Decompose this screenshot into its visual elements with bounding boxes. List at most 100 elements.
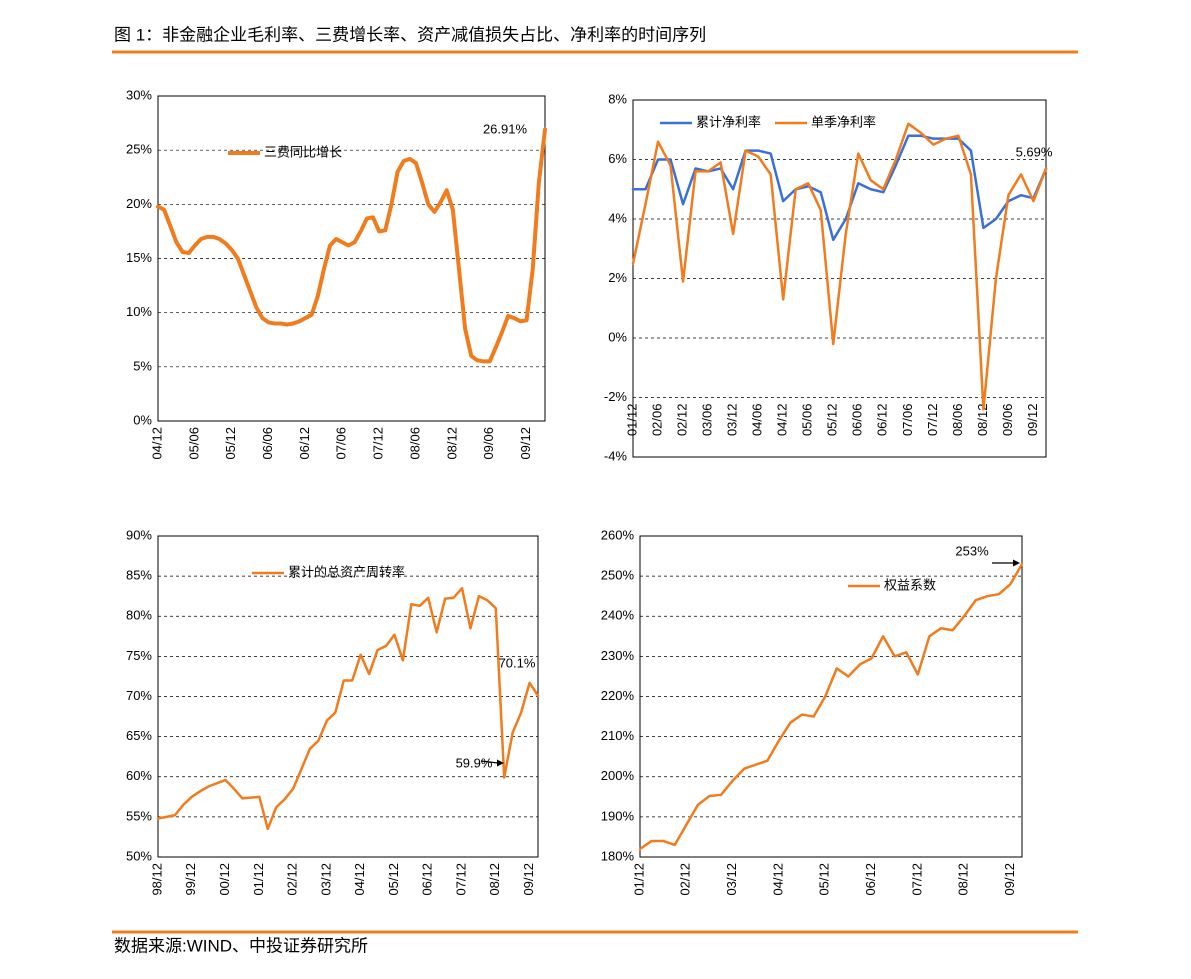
y-tick-label: 220% (601, 688, 635, 703)
x-tick-label: 09/12 (521, 863, 536, 896)
y-tick-label: 85% (126, 568, 152, 583)
x-tick-label: 02/06 (649, 404, 664, 437)
x-tick-label: 06/06 (850, 404, 865, 437)
arrow-head (497, 759, 504, 767)
plot-border (639, 535, 1023, 858)
plot-border (157, 95, 546, 422)
x-tick-label: 08/12 (487, 863, 502, 896)
y-tick-label: 30% (126, 87, 152, 102)
legend-label: 权益系数 (884, 577, 936, 592)
x-tick-label: 03/12 (318, 863, 333, 896)
legend-label: 单季净利率 (811, 114, 876, 129)
x-tick-label: 07/12 (453, 863, 468, 896)
y-tick-label: 70% (126, 688, 152, 703)
x-tick-label: 06/12 (875, 404, 890, 437)
x-tick-label: 08/06 (950, 404, 965, 437)
series-line (156, 586, 540, 831)
y-tick-label: 10% (126, 304, 152, 319)
x-tick-label: 04/12 (149, 427, 164, 460)
x-tick-label: 05/12 (386, 863, 401, 896)
y-tick-label: 0% (608, 329, 627, 344)
x-tick-label: 07/12 (909, 863, 924, 896)
x-tick-label: 05/12 (825, 404, 840, 437)
x-tick-label: 98/12 (149, 863, 164, 896)
x-tick-label: 04/12 (770, 863, 785, 896)
x-tick-label: 03/06 (700, 404, 715, 437)
x-tick-label: 05/12 (223, 427, 238, 460)
y-tick-label: -2% (604, 389, 628, 404)
y-tick-label: 65% (126, 728, 152, 743)
arrow-head (1013, 559, 1020, 567)
x-tick-label: 09/12 (518, 427, 533, 460)
source-note: 数据来源:WIND、中投证券研究所 (114, 936, 368, 955)
x-tick-label: 07/06 (334, 427, 349, 460)
legend-label: 累计的总资产周转率 (288, 564, 405, 579)
y-tick-label: 5% (133, 358, 152, 373)
x-tick-label: 02/12 (678, 863, 693, 896)
x-tick-label: 07/06 (900, 404, 915, 437)
x-tick-label: 09/06 (1000, 404, 1015, 437)
series-line (631, 134, 1048, 242)
legend-label: 三费同比增长 (264, 144, 342, 159)
y-tick-label: 80% (126, 608, 152, 623)
x-tick-label: 04/12 (775, 404, 790, 437)
x-tick-label: 00/12 (217, 863, 232, 896)
series-line (631, 122, 1048, 411)
y-tick-label: 60% (126, 768, 152, 783)
x-tick-label: 06/12 (863, 863, 878, 896)
x-tick-label: 01/12 (631, 863, 646, 896)
annotation: 70.1% (499, 655, 536, 670)
x-tick-label: 09/12 (1025, 404, 1040, 437)
x-tick-label: 09/12 (1002, 863, 1017, 896)
y-tick-label: 90% (126, 527, 152, 542)
y-tick-label: 230% (601, 648, 635, 663)
arrow-shaft (480, 760, 499, 764)
y-tick-label: 4% (608, 210, 627, 225)
x-tick-label: 04/12 (352, 863, 367, 896)
x-tick-label: 02/12 (285, 863, 300, 896)
y-tick-label: 50% (126, 848, 152, 863)
annotation: 253% (955, 543, 989, 558)
x-tick-label: 02/12 (674, 404, 689, 437)
y-tick-label: -4% (604, 448, 628, 463)
x-tick-label: 06/12 (297, 427, 312, 460)
legend-label: 累计净利率 (696, 114, 761, 129)
x-tick-label: 08/12 (444, 427, 459, 460)
x-tick-label: 07/12 (371, 427, 386, 460)
series-line (156, 127, 547, 364)
x-tick-label: 06/06 (260, 427, 275, 460)
x-tick-label: 04/06 (750, 404, 765, 437)
y-tick-label: 20% (126, 196, 152, 211)
x-tick-label: 05/06 (800, 404, 815, 437)
y-tick-label: 8% (608, 91, 627, 106)
y-tick-label: 190% (601, 808, 635, 823)
x-tick-label: 05/06 (186, 427, 201, 460)
x-tick-label: 01/12 (251, 863, 266, 896)
y-tick-label: 210% (601, 728, 635, 743)
x-tick-label: 07/12 (925, 404, 940, 437)
x-tick-label: 08/12 (956, 863, 971, 896)
x-tick-label: 08/12 (975, 404, 990, 437)
x-tick-label: 09/06 (481, 427, 496, 460)
annotation: 26.91% (483, 121, 528, 136)
y-tick-label: 180% (601, 848, 635, 863)
y-tick-label: 250% (601, 568, 635, 583)
page-title: 图 1：非金融企业毛利率、三费增长率、资产减值损失占比、净利率的时间序列 (114, 25, 706, 44)
annotation: 5.69% (1016, 144, 1053, 159)
y-tick-label: 0% (133, 412, 152, 427)
x-tick-label: 05/12 (817, 863, 832, 896)
y-tick-label: 6% (608, 151, 627, 166)
y-tick-label: 2% (608, 270, 627, 285)
y-tick-label: 55% (126, 808, 152, 823)
y-tick-label: 240% (601, 608, 635, 623)
y-tick-label: 200% (601, 768, 635, 783)
y-tick-label: 25% (126, 142, 152, 157)
x-tick-label: 03/12 (725, 404, 740, 437)
y-tick-label: 260% (601, 527, 635, 542)
y-tick-label: 15% (126, 250, 152, 265)
annotation: 59.9% (456, 755, 493, 770)
x-tick-label: 08/06 (407, 427, 422, 460)
series-line (638, 562, 1024, 851)
x-tick-label: 03/12 (724, 863, 739, 896)
